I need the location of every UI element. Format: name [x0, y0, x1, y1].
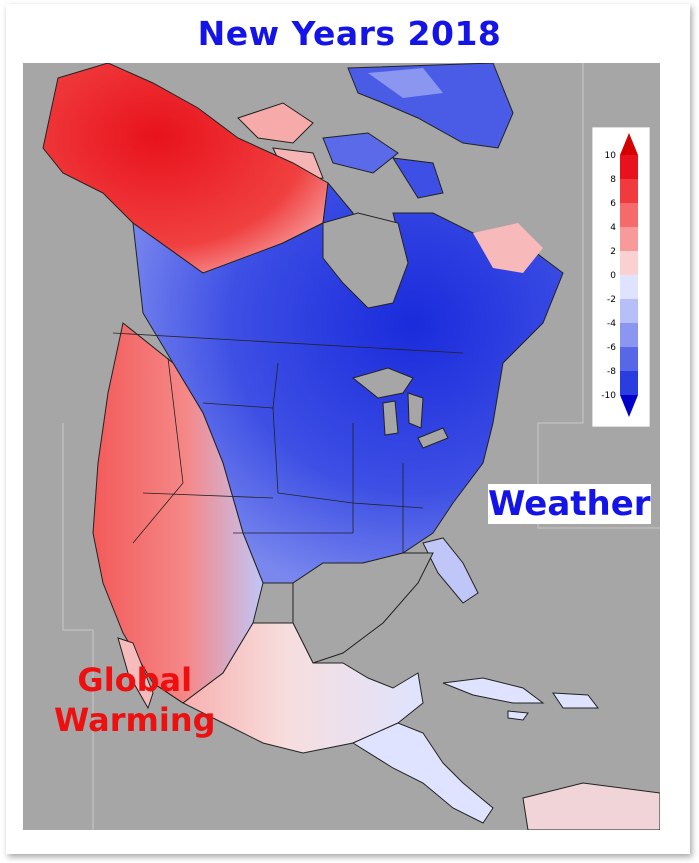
global-warming-line1: Global: [77, 661, 193, 699]
legend-min-arrow: [620, 395, 638, 417]
central-america: [351, 722, 494, 824]
legend-swatch: [620, 275, 638, 299]
legend-color-bar: [620, 133, 638, 417]
legend-swatch: [620, 155, 638, 179]
arctic-islands: [237, 102, 314, 144]
legend-swatch: [620, 347, 638, 371]
legend-tick-label: 0: [610, 271, 616, 281]
legend-swatch: [620, 371, 638, 395]
legend-swatch: [620, 227, 638, 251]
hudson-bay: [322, 212, 409, 309]
legend-tick-label: 6: [610, 199, 616, 209]
color-scale-legend: 10 8 6 4 2 0 -2 -4 -6 -8 -10: [592, 127, 650, 427]
legend-tick-label: 8: [610, 175, 616, 185]
weather-label: Weather: [488, 484, 651, 524]
legend-tick-label: -8: [607, 367, 616, 377]
map-title: New Years 2018: [197, 14, 502, 53]
great-lakes: [351, 367, 414, 399]
legend-swatch: [620, 323, 638, 347]
legend-swatch: [620, 299, 638, 323]
legend-tick-label: 2: [610, 247, 616, 257]
legend-tick-label: -4: [607, 319, 616, 329]
cuba: [442, 677, 545, 704]
legend-tick-label: -10: [601, 391, 616, 401]
temperature-anomaly-map: [23, 63, 660, 830]
legend-swatch: [620, 251, 638, 275]
legend-tick-label: 10: [605, 151, 617, 161]
legend-tick-label: -2: [607, 295, 616, 305]
legend-max-arrow: [620, 133, 638, 155]
legend-tick-label: -6: [607, 343, 616, 353]
legend-swatch: [620, 179, 638, 203]
global-warming-line2: Warming: [54, 701, 216, 739]
legend-tick-label: 4: [610, 223, 616, 233]
florida: [422, 537, 479, 604]
mexico: [152, 622, 424, 754]
global-warming-label: Global Warming: [54, 660, 216, 740]
baja: [117, 637, 154, 710]
south-america: [522, 782, 660, 830]
legend-tick-labels: 10 8 6 4 2 0 -2 -4 -6 -8 -10: [601, 151, 616, 401]
legend-swatch: [620, 203, 638, 227]
